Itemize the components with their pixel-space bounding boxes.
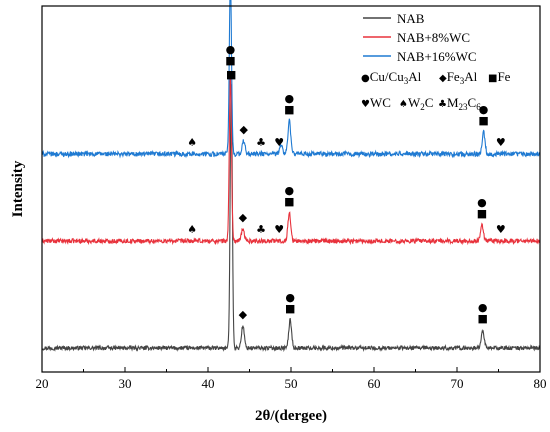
peak-marker-6-0: ◆: [239, 211, 248, 224]
legend: NAB NAB+8%WC NAB+16%WC ●Cu/Cu3Al ◆Fe3Al ■Fe ♥W…: [361, 11, 511, 112]
peak-marker-18-1: ■: [478, 114, 488, 127]
peak-marker-19-0: ♥: [496, 136, 506, 149]
peak-marker-9-1: ■: [284, 195, 294, 208]
peak-marker-10-0: ●: [477, 196, 487, 209]
peak-marker-17-0: ●: [285, 92, 295, 105]
peak-marker-0-0: ■: [226, 68, 236, 81]
peak-marker-3-0: ●: [478, 301, 488, 314]
peak-marker-15-0: ♣: [256, 136, 266, 149]
peak-marker-12-0: ♠: [187, 136, 197, 149]
x-tick-label-4: 60: [368, 376, 381, 391]
series-line-0: [41, 84, 541, 353]
peak-marker-16-0: ♥: [274, 136, 284, 149]
phase-legend-item-3: ♥WC: [361, 95, 391, 110]
peak-marker-9-0: ●: [285, 184, 295, 197]
series-line-2: [41, 0, 541, 159]
peak-marker-7-0: ♣: [256, 223, 266, 236]
peak-annotations: ■◆■●■●♠■●◆♣♥■●■●♥♠■●◆♣♥■●■●♥: [187, 43, 506, 325]
peak-marker-4-0: ♠: [187, 223, 197, 236]
peak-marker-11-0: ♥: [496, 223, 506, 236]
phase-legend-item-1: ◆Fe3Al: [439, 69, 478, 86]
x-tick-label-6: 80: [534, 376, 547, 391]
legend-label-2: NAB+16%WC: [397, 49, 477, 64]
phase-legend-item-5: ♣M23C6: [438, 95, 481, 112]
peak-marker-17-1: ■: [284, 103, 294, 116]
peak-marker-8-0: ♥: [274, 223, 284, 236]
peak-marker-2-1: ■: [285, 302, 295, 315]
x-tick-label-2: 40: [202, 376, 215, 391]
peak-marker-14-0: ◆: [239, 123, 248, 136]
legend-label-1: NAB+8%WC: [397, 30, 470, 45]
peak-marker-3-1: ■: [478, 312, 488, 325]
peak-marker-2-0: ●: [285, 291, 295, 304]
peak-marker-1-0: ◆: [239, 308, 248, 321]
peak-marker-5-0: ●: [226, 43, 236, 56]
peak-marker-10-1: ■: [477, 207, 487, 220]
x-tick-label-3: 50: [285, 376, 298, 391]
peak-marker-5-1: ■: [225, 54, 235, 67]
plot-lines: [41, 0, 541, 353]
x-tick-label-5: 70: [451, 376, 464, 391]
x-tick-label-1: 30: [119, 376, 132, 391]
phase-legend-item-0: ●Cu/Cu3Al: [361, 69, 422, 86]
peak-marker-18-0: ●: [479, 103, 489, 116]
phase-legend-item-4: ♠W2C: [399, 95, 433, 112]
series-line-1: [41, 72, 541, 246]
legend-label-0: NAB: [397, 11, 425, 26]
x-tick-label-0: 20: [36, 376, 49, 391]
x-axis-ticks: 20 30 40 50 60 70 80: [36, 367, 547, 391]
phase-legend-item-2: ■Fe: [488, 69, 511, 84]
y-axis-title: Intensity: [10, 160, 26, 217]
x-axis-title: 2θ/(dergee): [255, 408, 327, 424]
